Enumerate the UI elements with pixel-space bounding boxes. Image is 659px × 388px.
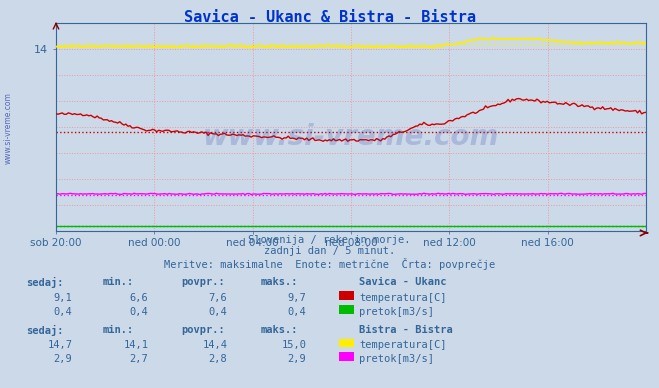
Text: 14,7: 14,7	[47, 340, 72, 350]
Text: 9,1: 9,1	[54, 293, 72, 303]
Text: povpr.:: povpr.:	[181, 277, 225, 288]
Text: temperatura[C]: temperatura[C]	[359, 293, 447, 303]
Text: 0,4: 0,4	[209, 307, 227, 317]
Text: 2,9: 2,9	[288, 354, 306, 364]
Text: povpr.:: povpr.:	[181, 325, 225, 335]
Text: 7,6: 7,6	[209, 293, 227, 303]
Text: 14,1: 14,1	[123, 340, 148, 350]
Text: Savica - Ukanc: Savica - Ukanc	[359, 277, 447, 288]
Text: www.si-vreme.com: www.si-vreme.com	[3, 92, 13, 164]
Text: Savica - Ukanc & Bistra - Bistra: Savica - Ukanc & Bistra - Bistra	[183, 10, 476, 25]
Text: 9,7: 9,7	[288, 293, 306, 303]
Text: 0,4: 0,4	[130, 307, 148, 317]
Text: sedaj:: sedaj:	[26, 325, 64, 336]
Text: 6,6: 6,6	[130, 293, 148, 303]
Text: www.si-vreme.com: www.si-vreme.com	[203, 123, 499, 151]
Text: maks.:: maks.:	[260, 325, 298, 335]
Text: temperatura[C]: temperatura[C]	[359, 340, 447, 350]
Text: Slovenija / reke in morje.: Slovenija / reke in morje.	[248, 235, 411, 245]
Text: 2,9: 2,9	[54, 354, 72, 364]
Text: sedaj:: sedaj:	[26, 277, 64, 288]
Text: 2,8: 2,8	[209, 354, 227, 364]
Text: 2,7: 2,7	[130, 354, 148, 364]
Text: maks.:: maks.:	[260, 277, 298, 288]
Text: min.:: min.:	[102, 277, 133, 288]
Text: 0,4: 0,4	[54, 307, 72, 317]
Text: Bistra - Bistra: Bistra - Bistra	[359, 325, 453, 335]
Text: pretok[m3/s]: pretok[m3/s]	[359, 307, 434, 317]
Text: min.:: min.:	[102, 325, 133, 335]
Text: 0,4: 0,4	[288, 307, 306, 317]
Text: zadnji dan / 5 minut.: zadnji dan / 5 minut.	[264, 246, 395, 256]
Text: pretok[m3/s]: pretok[m3/s]	[359, 354, 434, 364]
Text: 15,0: 15,0	[281, 340, 306, 350]
Text: 14,4: 14,4	[202, 340, 227, 350]
Text: Meritve: maksimalne  Enote: metrične  Črta: povprečje: Meritve: maksimalne Enote: metrične Črta…	[164, 258, 495, 270]
